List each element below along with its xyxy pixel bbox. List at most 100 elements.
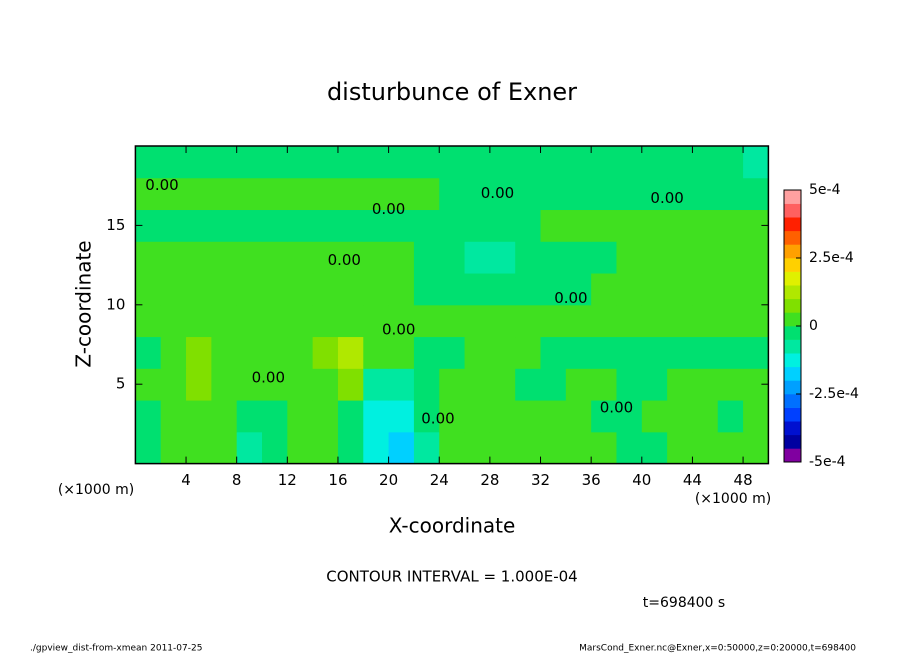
field-cell: [464, 241, 491, 274]
field-cell: [236, 241, 263, 274]
field-cell: [135, 431, 162, 465]
field-cell: [515, 336, 542, 369]
field-cell: [439, 336, 466, 369]
field-cell: [363, 209, 390, 242]
field-cell: [489, 304, 516, 338]
field-cell: [667, 146, 693, 179]
field-cell: [135, 336, 162, 369]
field-cell: [692, 273, 719, 306]
field-cell: [717, 400, 744, 433]
field-cell: [211, 368, 238, 401]
field-cell: [591, 368, 617, 401]
field-cell: [616, 177, 643, 211]
field-cell: [616, 241, 643, 274]
footer-right: MarsCond_Exner.nc@Exner,x=0:50000,z=0:20…: [579, 644, 856, 654]
field-cell: [692, 146, 719, 179]
field-cell: [743, 177, 769, 211]
field-cell: [287, 209, 314, 242]
field-cell: [540, 368, 567, 401]
field-cell: [363, 304, 390, 338]
field-cell: [540, 241, 567, 274]
contour-label: 0.00: [600, 399, 633, 417]
field-cell: [464, 146, 491, 179]
colorbar-band: [784, 326, 801, 340]
field-cell: [464, 336, 491, 369]
field-cell: [388, 273, 415, 306]
field-cell: [337, 209, 364, 242]
colorbar-tick-label: 5e-4: [809, 182, 841, 198]
field-cell: [641, 400, 668, 433]
x-tick-label: 20: [379, 471, 398, 489]
field-cell: [363, 336, 390, 369]
field-cell: [515, 273, 542, 306]
y-tick-label: 15: [106, 216, 125, 234]
x-tick-label: 36: [582, 471, 601, 489]
field-cell: [388, 336, 415, 369]
colorbar-band: [784, 271, 801, 286]
field-cell: [363, 400, 390, 433]
field-cell: [388, 177, 415, 211]
field-cell: [236, 177, 263, 211]
field-cell: [489, 400, 516, 433]
field-cell: [287, 177, 314, 211]
field-cell: [236, 304, 263, 338]
field-cell: [692, 336, 719, 369]
colorbar-band: [784, 230, 801, 245]
x-unit-label: (×1000 m): [58, 482, 134, 498]
field-cell: [135, 146, 162, 179]
field-cell: [363, 431, 390, 465]
x-tick-label: 12: [278, 471, 297, 489]
field-cell: [489, 273, 516, 306]
chart-title: disturbunce of Exner: [327, 78, 577, 106]
field-cell: [717, 273, 744, 306]
colorbar-band: [784, 203, 801, 218]
field-cell: [616, 273, 643, 306]
x-tick-label: 4: [181, 471, 191, 489]
colorbar-band: [784, 217, 801, 232]
field-cell: [160, 241, 187, 274]
field-cell: [540, 336, 567, 369]
field-cell: [211, 400, 238, 433]
field-cell: [413, 273, 440, 306]
field-cell: [591, 400, 617, 433]
field-cell: [743, 431, 769, 465]
field-cell: [413, 241, 440, 274]
field-cell: [565, 209, 592, 242]
field-cell: [641, 209, 668, 242]
field-cell: [160, 431, 187, 465]
field-cell: [287, 336, 314, 369]
field-cell: [540, 431, 567, 465]
field-cell: [287, 273, 314, 306]
field-cell: [160, 304, 187, 338]
field-cell: [591, 177, 617, 211]
field-cell: [464, 273, 491, 306]
field-cell: [236, 431, 263, 465]
field-cell: [337, 368, 364, 401]
field-cell: [337, 431, 364, 465]
field-cell: [743, 146, 769, 179]
field-cell: [337, 304, 364, 338]
time-label: t=698400 s: [643, 595, 725, 611]
field-cell: [616, 304, 643, 338]
field-cell: [262, 368, 288, 401]
x-tick-label: 48: [734, 471, 753, 489]
x-axis-label: X-coordinate: [389, 514, 516, 538]
field-cell: [641, 146, 668, 179]
field-cell: [515, 209, 542, 242]
field-cell: [439, 146, 466, 179]
field-cell: [464, 400, 491, 433]
field-cell: [211, 209, 238, 242]
field-cell: [186, 209, 212, 242]
field-cell: [489, 431, 516, 465]
field-cell: [312, 368, 339, 401]
x-tick-label: 40: [632, 471, 651, 489]
field-cell: [743, 273, 769, 306]
field-cell: [186, 304, 212, 338]
field-cell: [262, 146, 288, 179]
contour-label: 0.00: [421, 410, 454, 428]
field-cell: [489, 209, 516, 242]
field-cell: [211, 336, 238, 369]
field-cell: [160, 368, 187, 401]
field-cell: [489, 146, 516, 179]
field-cell: [540, 400, 567, 433]
